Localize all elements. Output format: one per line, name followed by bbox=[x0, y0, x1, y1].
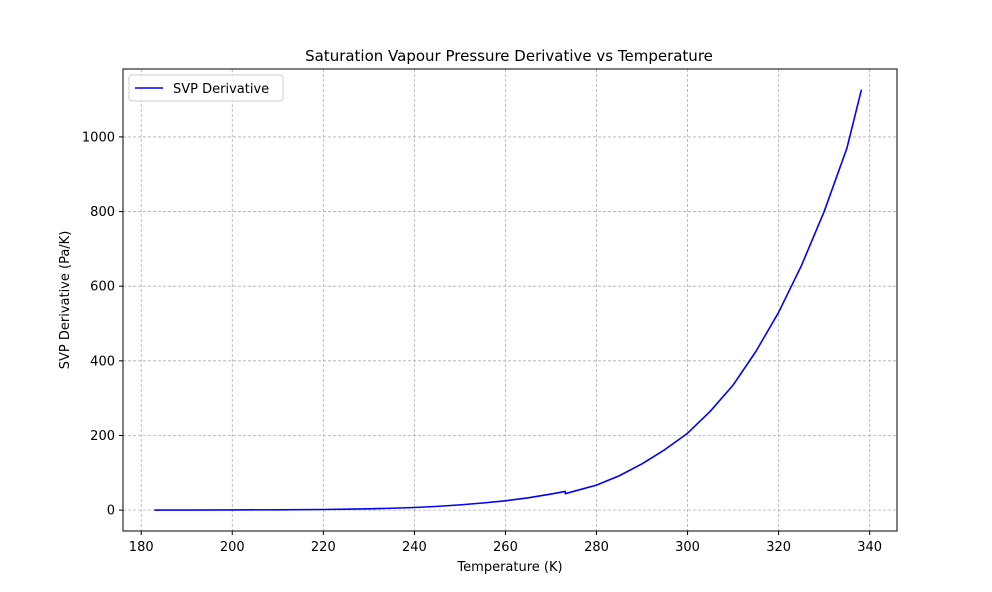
x-axis-ticks: 180 200 220 240 260 280 300 320 340 bbox=[129, 531, 882, 555]
series-layer bbox=[154, 89, 863, 511]
chart-title: Saturation Vapour Pressure Derivative vs… bbox=[305, 47, 713, 65]
x-axis-label: Temperature (K) bbox=[456, 560, 562, 575]
legend-box bbox=[128, 74, 284, 102]
y-tick-label: 600 bbox=[90, 280, 115, 295]
y-tick-label: 0 bbox=[107, 504, 115, 519]
x-tick-label: 320 bbox=[766, 540, 791, 555]
svp-derivative-line bbox=[154, 89, 863, 511]
x-tick-label: 280 bbox=[584, 540, 609, 555]
grid-layer bbox=[123, 69, 897, 531]
x-tick-label: 340 bbox=[857, 540, 882, 555]
y-tick-label: 1000 bbox=[82, 130, 115, 145]
legend: SVP Derivative bbox=[128, 74, 284, 102]
plot-frame bbox=[122, 68, 898, 532]
y-tick-label: 800 bbox=[90, 205, 115, 220]
y-axis-label: SVP Derivative (Pa/K) bbox=[58, 231, 73, 370]
y-tick-label: 400 bbox=[90, 354, 115, 369]
x-tick-label: 180 bbox=[129, 540, 154, 555]
x-tick-label: 200 bbox=[220, 540, 245, 555]
x-tick-label: 300 bbox=[675, 540, 700, 555]
x-tick-label: 240 bbox=[402, 540, 427, 555]
x-tick-label: 220 bbox=[311, 540, 336, 555]
y-tick-label: 200 bbox=[90, 429, 115, 444]
legend-label: SVP Derivative bbox=[173, 82, 269, 97]
x-tick-label: 260 bbox=[493, 540, 518, 555]
y-axis-ticks: 0 200 400 600 800 1000 bbox=[82, 130, 123, 519]
